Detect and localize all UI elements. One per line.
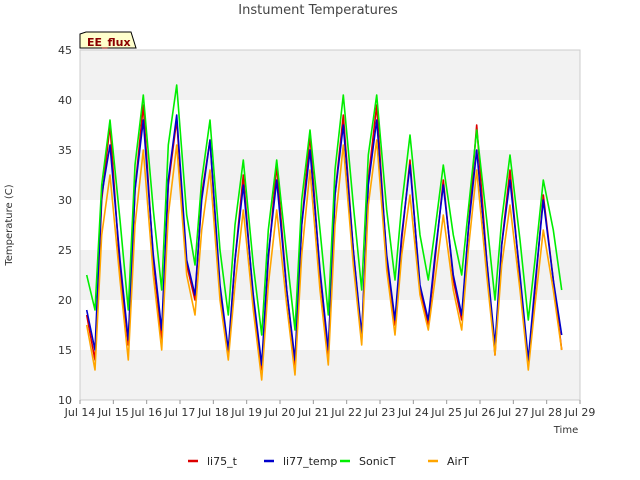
x-tick-label: Jul 24 [397, 406, 429, 419]
x-tick-label: Jul 25 [430, 406, 462, 419]
x-tick-label: Jul 19 [230, 406, 262, 419]
x-tick-label: Jul 27 [497, 406, 529, 419]
x-tick-label: Jul 29 [564, 406, 596, 419]
x-tick-label: Jul 28 [530, 406, 562, 419]
y-tick-label: 40 [58, 94, 72, 107]
y-axis-title: Temperature (C) [4, 184, 15, 266]
legend: li75_t li77_temp SonicT AirT [188, 455, 469, 468]
x-tick-label: Jul 26 [464, 406, 496, 419]
x-axis-title: Time [553, 425, 578, 436]
series-line-sonict [85, 84, 563, 336]
grid-band [80, 50, 580, 100]
series-line-li77-temp [85, 114, 563, 366]
legend-item-li77-temp: li77_temp [264, 455, 337, 468]
ee-flux-badge: EE_flux [79, 31, 137, 49]
legend-label: li77_temp [283, 455, 337, 468]
x-tick-label: Jul 17 [164, 406, 196, 419]
x-tick-label: Jul 15 [97, 406, 129, 419]
badge-text: EE_flux [87, 36, 131, 49]
x-tick-label: Jul 18 [197, 406, 229, 419]
legend-item-airt: AirT [428, 455, 469, 468]
y-tick-label: 35 [58, 144, 72, 157]
legend-label: li75_t [207, 455, 238, 468]
x-tick-label: Jul 22 [330, 406, 362, 419]
chart-title: Instument Temperatures [238, 3, 398, 18]
legend-label: AirT [447, 455, 469, 468]
y-tick-label: 20 [58, 294, 72, 307]
y-tick-label: 25 [58, 244, 72, 257]
legend-item-li75-t: li75_t [188, 455, 238, 468]
x-tick-label: Jul 21 [297, 406, 329, 419]
legend-label: SonicT [359, 455, 396, 468]
y-axis: 10 15 20 25 30 35 40 45 [58, 44, 72, 407]
y-tick-label: 45 [58, 44, 72, 57]
x-tick-label: Jul 20 [264, 406, 296, 419]
y-tick-label: 15 [58, 344, 72, 357]
series-lines [85, 84, 563, 381]
x-tick-label: Jul 16 [130, 406, 162, 419]
y-tick-label: 10 [58, 394, 72, 407]
grid-band [80, 100, 580, 150]
plot-frame [79, 49, 581, 401]
badge-box [79, 31, 137, 49]
y-tick-label: 30 [58, 194, 72, 207]
x-tick-label: Jul 23 [364, 406, 396, 419]
grid-band [80, 150, 580, 200]
grid-band [80, 350, 580, 400]
x-tick-label: Jul 14 [64, 406, 96, 419]
series-line-airt [85, 139, 563, 381]
x-axis: Jul 14 Jul 15 Jul 16 Jul 17 Jul 18 Jul 19 Jul … [64, 400, 596, 419]
legend-item-sonict: SonicT [340, 455, 396, 468]
